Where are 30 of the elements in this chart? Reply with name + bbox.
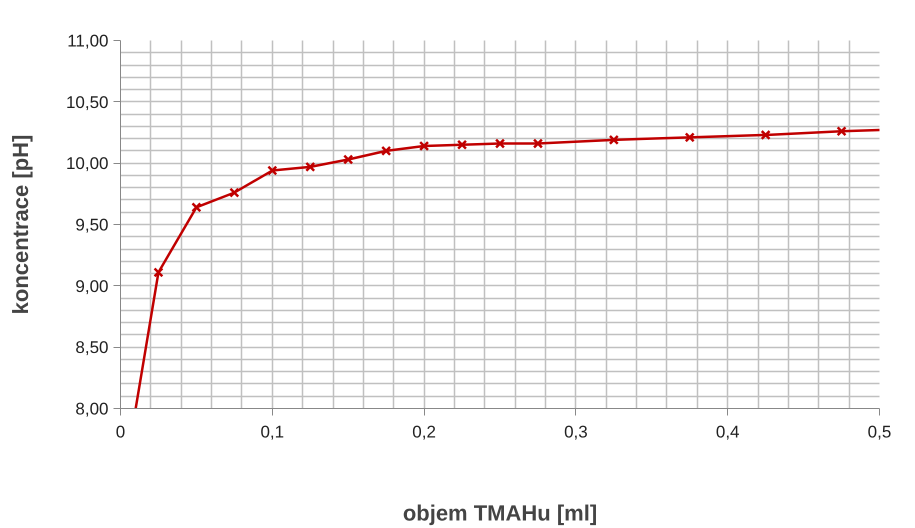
point	[608, 134, 619, 145]
y-tick-label: 9,50	[75, 216, 109, 234]
point	[836, 126, 847, 136]
x-axis-title: objem TMAHu [ml]	[402, 500, 598, 526]
y-tick-label: 10,50	[66, 92, 109, 112]
point	[456, 140, 468, 150]
point	[418, 140, 430, 152]
point	[191, 202, 202, 212]
point	[267, 165, 278, 176]
y-tick-label: 8,50	[75, 338, 109, 358]
point	[684, 132, 695, 143]
x-tick-label: 0,4	[716, 422, 740, 442]
point	[343, 154, 354, 165]
point	[760, 130, 771, 140]
point	[305, 162, 316, 172]
x-tick-label: 0,2	[412, 422, 436, 442]
point	[494, 138, 506, 149]
y-tick-label: 10,00	[66, 154, 109, 174]
point	[532, 138, 544, 149]
x-tick-label: 0	[116, 422, 126, 442]
y-tick-label: 8,00	[75, 400, 109, 418]
x-tick-label: 0,1	[260, 422, 284, 442]
y-axis-title: koncentrace [pH]	[8, 134, 33, 314]
x-tick-label: 0,3	[564, 422, 588, 442]
point	[229, 187, 240, 198]
point	[153, 267, 164, 278]
x-tick-label: 0,5	[868, 422, 892, 442]
y-tick-label: 11,00	[67, 32, 108, 50]
point	[381, 146, 392, 156]
y-tick-label: 9,00	[75, 276, 109, 296]
